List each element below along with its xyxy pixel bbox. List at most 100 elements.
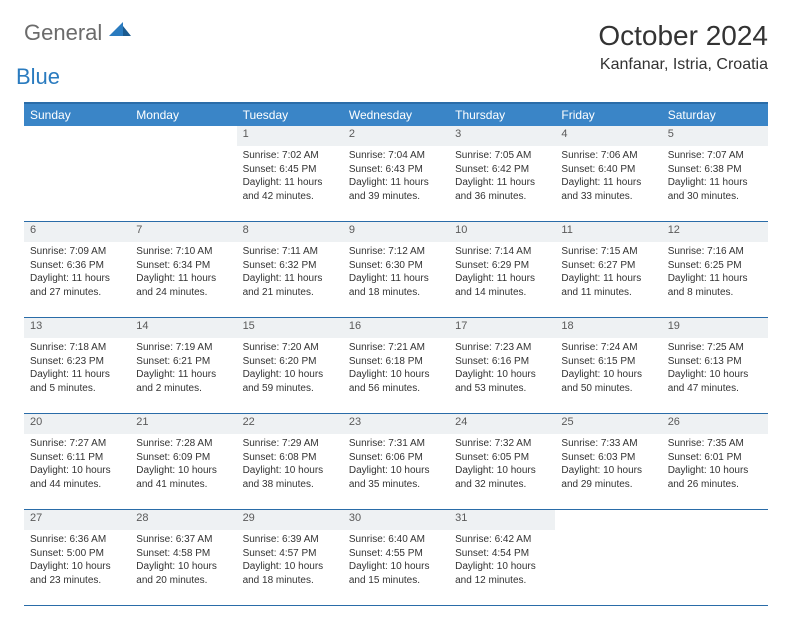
sunset-line: Sunset: 6:45 PM — [243, 163, 337, 177]
day-header: Monday — [130, 103, 236, 126]
sunrise-line: Sunrise: 7:21 AM — [349, 341, 443, 355]
sunset-line: Sunset: 6:05 PM — [455, 451, 549, 465]
sunrise-line: Sunrise: 7:23 AM — [455, 341, 549, 355]
sunrise-line: Sunrise: 7:06 AM — [561, 149, 655, 163]
daylight-line: Daylight: 10 hours and 50 minutes. — [561, 368, 655, 395]
sunset-line: Sunset: 6:25 PM — [668, 259, 762, 273]
daylight-line: Daylight: 11 hours and 18 minutes. — [349, 272, 443, 299]
sunrise-line: Sunrise: 7:09 AM — [30, 245, 124, 259]
day-header-row: Sunday Monday Tuesday Wednesday Thursday… — [24, 103, 768, 126]
sunrise-line: Sunrise: 7:07 AM — [668, 149, 762, 163]
day-number-cell: 31 — [449, 510, 555, 531]
sunset-line: Sunset: 6:34 PM — [136, 259, 230, 273]
sunset-line: Sunset: 6:20 PM — [243, 355, 337, 369]
day-content-row: Sunrise: 6:36 AMSunset: 5:00 PMDaylight:… — [24, 530, 768, 606]
sunset-line: Sunset: 6:16 PM — [455, 355, 549, 369]
day-number-cell: 27 — [24, 510, 130, 531]
day-number-cell: 22 — [237, 414, 343, 435]
day-content-cell: Sunrise: 7:23 AMSunset: 6:16 PMDaylight:… — [449, 338, 555, 414]
daylight-line: Daylight: 10 hours and 47 minutes. — [668, 368, 762, 395]
day-number-cell: 15 — [237, 318, 343, 339]
daylight-line: Daylight: 11 hours and 14 minutes. — [455, 272, 549, 299]
sunset-line: Sunset: 6:23 PM — [30, 355, 124, 369]
day-content-cell: Sunrise: 7:35 AMSunset: 6:01 PMDaylight:… — [662, 434, 768, 510]
day-content-cell: Sunrise: 6:42 AMSunset: 4:54 PMDaylight:… — [449, 530, 555, 606]
sunset-line: Sunset: 6:42 PM — [455, 163, 549, 177]
day-content-cell: Sunrise: 7:11 AMSunset: 6:32 PMDaylight:… — [237, 242, 343, 318]
daylight-line: Daylight: 10 hours and 18 minutes. — [243, 560, 337, 587]
daylight-line: Daylight: 11 hours and 42 minutes. — [243, 176, 337, 203]
day-content-cell: Sunrise: 7:09 AMSunset: 6:36 PMDaylight:… — [24, 242, 130, 318]
sunrise-line: Sunrise: 6:39 AM — [243, 533, 337, 547]
sunset-line: Sunset: 5:00 PM — [30, 547, 124, 561]
sunrise-line: Sunrise: 6:42 AM — [455, 533, 549, 547]
logo-text-general: General — [24, 20, 102, 45]
day-content-cell: Sunrise: 7:02 AMSunset: 6:45 PMDaylight:… — [237, 146, 343, 222]
day-content-cell: Sunrise: 7:15 AMSunset: 6:27 PMDaylight:… — [555, 242, 661, 318]
day-content-cell: Sunrise: 7:33 AMSunset: 6:03 PMDaylight:… — [555, 434, 661, 510]
day-content-cell: Sunrise: 7:18 AMSunset: 6:23 PMDaylight:… — [24, 338, 130, 414]
sunrise-line: Sunrise: 7:25 AM — [668, 341, 762, 355]
daylight-line: Daylight: 10 hours and 29 minutes. — [561, 464, 655, 491]
day-number-row: 20212223242526 — [24, 414, 768, 435]
daylight-line: Daylight: 10 hours and 15 minutes. — [349, 560, 443, 587]
day-number-cell: 8 — [237, 222, 343, 243]
daylight-line: Daylight: 10 hours and 41 minutes. — [136, 464, 230, 491]
title-block: October 2024 Kanfanar, Istria, Croatia — [598, 20, 768, 74]
day-content-cell: Sunrise: 7:31 AMSunset: 6:06 PMDaylight:… — [343, 434, 449, 510]
sunset-line: Sunset: 6:27 PM — [561, 259, 655, 273]
day-number-cell: 26 — [662, 414, 768, 435]
sunrise-line: Sunrise: 7:12 AM — [349, 245, 443, 259]
day-number-cell — [130, 126, 236, 146]
day-content-cell — [662, 530, 768, 606]
day-content-cell: Sunrise: 7:16 AMSunset: 6:25 PMDaylight:… — [662, 242, 768, 318]
day-header: Saturday — [662, 103, 768, 126]
sunset-line: Sunset: 4:55 PM — [349, 547, 443, 561]
day-number-cell: 18 — [555, 318, 661, 339]
sunrise-line: Sunrise: 7:33 AM — [561, 437, 655, 451]
sunrise-line: Sunrise: 7:31 AM — [349, 437, 443, 451]
sunrise-line: Sunrise: 7:27 AM — [30, 437, 124, 451]
daylight-line: Daylight: 10 hours and 26 minutes. — [668, 464, 762, 491]
day-number-cell: 13 — [24, 318, 130, 339]
day-number-row: 13141516171819 — [24, 318, 768, 339]
logo-mark-icon — [109, 27, 131, 44]
sunrise-line: Sunrise: 7:16 AM — [668, 245, 762, 259]
day-content-cell: Sunrise: 7:27 AMSunset: 6:11 PMDaylight:… — [24, 434, 130, 510]
month-title: October 2024 — [598, 20, 768, 52]
sunrise-line: Sunrise: 7:19 AM — [136, 341, 230, 355]
logo-text-blue: Blue — [16, 64, 131, 90]
day-header: Wednesday — [343, 103, 449, 126]
daylight-line: Daylight: 10 hours and 53 minutes. — [455, 368, 549, 395]
sunset-line: Sunset: 6:38 PM — [668, 163, 762, 177]
sunrise-line: Sunrise: 7:02 AM — [243, 149, 337, 163]
daylight-line: Daylight: 11 hours and 30 minutes. — [668, 176, 762, 203]
sunrise-line: Sunrise: 7:32 AM — [455, 437, 549, 451]
sunset-line: Sunset: 6:13 PM — [668, 355, 762, 369]
day-number-cell: 30 — [343, 510, 449, 531]
calendar-table: Sunday Monday Tuesday Wednesday Thursday… — [24, 102, 768, 606]
day-number-cell: 6 — [24, 222, 130, 243]
day-number-row: 2728293031 — [24, 510, 768, 531]
sunset-line: Sunset: 6:32 PM — [243, 259, 337, 273]
sunrise-line: Sunrise: 7:10 AM — [136, 245, 230, 259]
day-number-cell: 2 — [343, 126, 449, 146]
day-header: Tuesday — [237, 103, 343, 126]
day-content-cell: Sunrise: 6:37 AMSunset: 4:58 PMDaylight:… — [130, 530, 236, 606]
sunrise-line: Sunrise: 7:20 AM — [243, 341, 337, 355]
sunset-line: Sunset: 6:11 PM — [30, 451, 124, 465]
day-content-row: Sunrise: 7:02 AMSunset: 6:45 PMDaylight:… — [24, 146, 768, 222]
sunrise-line: Sunrise: 7:28 AM — [136, 437, 230, 451]
day-number-cell: 17 — [449, 318, 555, 339]
sunset-line: Sunset: 6:29 PM — [455, 259, 549, 273]
sunset-line: Sunset: 6:08 PM — [243, 451, 337, 465]
day-header: Friday — [555, 103, 661, 126]
day-number-cell: 9 — [343, 222, 449, 243]
sunset-line: Sunset: 6:30 PM — [349, 259, 443, 273]
daylight-line: Daylight: 10 hours and 32 minutes. — [455, 464, 549, 491]
daylight-line: Daylight: 11 hours and 5 minutes. — [30, 368, 124, 395]
day-content-cell: Sunrise: 7:24 AMSunset: 6:15 PMDaylight:… — [555, 338, 661, 414]
day-content-cell: Sunrise: 6:36 AMSunset: 5:00 PMDaylight:… — [24, 530, 130, 606]
day-content-row: Sunrise: 7:18 AMSunset: 6:23 PMDaylight:… — [24, 338, 768, 414]
daylight-line: Daylight: 10 hours and 12 minutes. — [455, 560, 549, 587]
